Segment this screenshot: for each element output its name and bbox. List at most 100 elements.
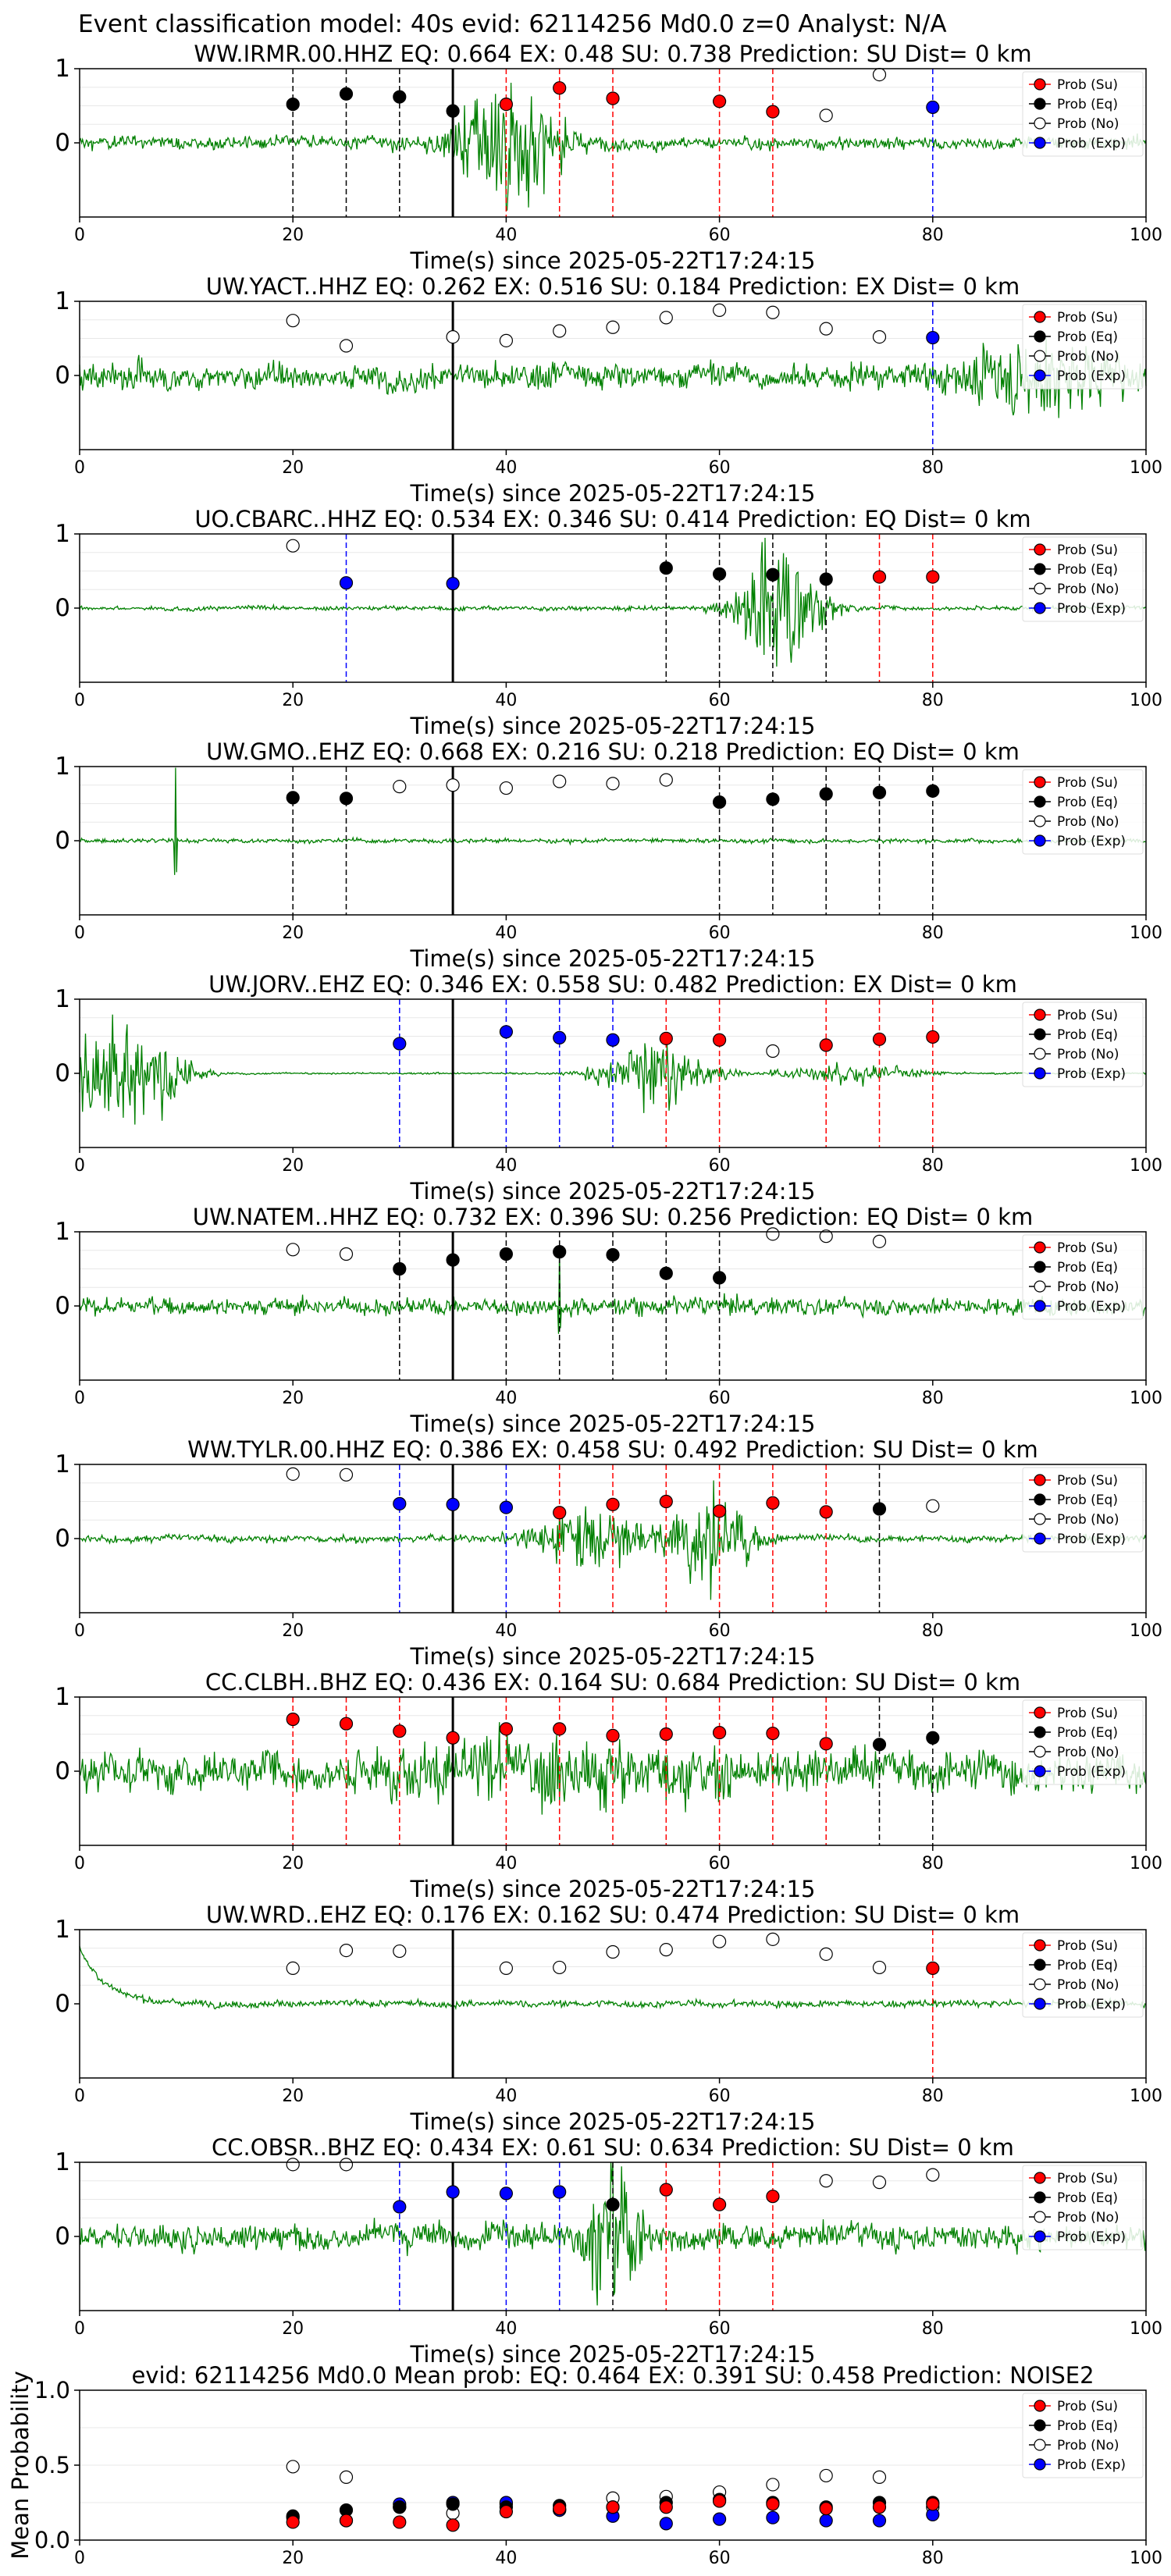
x-tick-label: 40 — [495, 1621, 517, 1641]
legend-label-no: Prob (No) — [1057, 2438, 1119, 2453]
prob-point-exp — [393, 1496, 407, 1510]
y-tick-label: 1 — [55, 520, 70, 548]
x-tick-label: 60 — [709, 2319, 731, 2339]
x-tick-label: 0 — [74, 691, 85, 710]
prob-point-no — [712, 303, 727, 317]
legend-box — [1022, 71, 1144, 157]
legend-marker-exp — [1034, 1998, 1046, 2010]
prob-point-no — [819, 1947, 833, 1961]
panel-11: evid: 62114256 Md0.0 Mean prob: EQ: 0.46… — [7, 2362, 1162, 2568]
legend-marker-no — [1034, 2211, 1046, 2223]
legend-label-su: Prob (Su) — [1057, 310, 1118, 326]
prob-point-no — [659, 1943, 673, 1957]
prob-point-eq — [499, 1247, 514, 1261]
prob-point-no — [499, 1961, 514, 1975]
mean-prob-point-eq — [446, 2497, 460, 2511]
y-tick-label: 1 — [55, 753, 70, 781]
prob-point-exp — [446, 577, 460, 591]
mean-prob-point-exp — [872, 2514, 887, 2528]
legend-box — [1022, 2165, 1144, 2250]
prob-point-eq — [339, 87, 354, 101]
legend-box — [1022, 1234, 1144, 1320]
prob-point-su — [819, 1737, 833, 1751]
prob-point-no — [926, 1499, 940, 1513]
y-tick-label: 1 — [55, 2148, 70, 2176]
legend-marker-eq — [1034, 1726, 1046, 1738]
legend-label-su: Prob (Su) — [1057, 77, 1118, 93]
legend-label-eq: Prob (Eq) — [1057, 1958, 1118, 1973]
x-tick-label: 80 — [922, 1389, 944, 1408]
mean-prob-point-no — [286, 2460, 300, 2474]
x-axis-label: Time(s) since 2025-05-22T17:24:15 — [410, 480, 816, 507]
legend-label-su: Prob (Su) — [1057, 543, 1118, 558]
legend-box — [1022, 1932, 1144, 2018]
legend: Prob (Su) Prob (Eq) Prob (No) Prob (Exp) — [1022, 1002, 1144, 1087]
prob-point-no — [553, 1960, 567, 1975]
prob-point-no — [606, 320, 620, 334]
x-tick-label: 80 — [922, 1156, 944, 1176]
panel-title: UW.WRD..EHZ EQ: 0.176 EX: 0.162 SU: 0.47… — [206, 1902, 1020, 1928]
prob-point-eq — [872, 785, 887, 799]
prob-point-su — [926, 1030, 940, 1044]
x-axis-label: Time(s) since 2025-05-22T17:24:15 — [410, 2108, 816, 2135]
x-tick-label: 80 — [922, 226, 944, 245]
x-tick-label: 20 — [282, 2087, 304, 2106]
legend-label-exp: Prob (Exp) — [1057, 1764, 1126, 1780]
legend: Prob (Su) Prob (Eq) Prob (No) Prob (Exp) — [1022, 1699, 1144, 1785]
panel-title: UW.JORV..EHZ EQ: 0.346 EX: 0.558 SU: 0.4… — [208, 971, 1017, 998]
prob-point-su — [553, 1506, 567, 1520]
legend-marker-no — [1034, 350, 1046, 362]
prob-point-su — [659, 2183, 673, 2197]
prob-point-exp — [499, 1025, 514, 1039]
figure-title: Event classification model: 40s evid: 62… — [78, 10, 947, 38]
x-tick-label: 100 — [1130, 923, 1162, 943]
legend-marker-eq — [1034, 2191, 1046, 2204]
x-tick-label: 20 — [282, 1389, 304, 1408]
y-tick-label: 0 — [55, 827, 70, 855]
legend-marker-su — [1034, 1474, 1046, 1486]
prob-point-su — [606, 91, 620, 105]
prob-point-su — [659, 1494, 673, 1509]
mean-prob-point-no — [339, 2470, 354, 2484]
panel-title: UW.YACT..HHZ EQ: 0.262 EX: 0.516 SU: 0.1… — [206, 273, 1020, 300]
prob-point-eq — [286, 98, 300, 112]
x-tick-label: 100 — [1130, 1156, 1162, 1176]
prob-point-eq — [659, 1266, 673, 1280]
legend-label-su: Prob (Su) — [1057, 2171, 1118, 2186]
prob-point-no — [286, 314, 300, 328]
legend: Prob (Su) Prob (Eq) Prob (No) Prob (Exp) — [1022, 536, 1144, 622]
x-tick-label: 60 — [709, 1854, 731, 1873]
legend-label-su: Prob (Su) — [1057, 775, 1118, 791]
prob-point-no — [606, 777, 620, 791]
legend-marker-su — [1034, 2400, 1046, 2412]
mean-prob-point-exp — [819, 2514, 833, 2528]
mean-prob-point-su — [553, 2502, 567, 2516]
y-tick-label: 0 — [55, 1525, 70, 1553]
y-tick-label: 0.5 — [34, 2452, 70, 2478]
x-tick-label: 0 — [74, 923, 85, 943]
legend-label-eq: Prob (Eq) — [1057, 1493, 1118, 1508]
x-tick-label: 100 — [1130, 1854, 1162, 1873]
legend-label-eq: Prob (Eq) — [1057, 2418, 1118, 2434]
prob-point-no — [286, 1961, 300, 1975]
legend-marker-eq — [1034, 2419, 1046, 2432]
legend-label-eq: Prob (Eq) — [1057, 329, 1118, 345]
prob-point-no — [819, 2174, 833, 2188]
legend-label-exp: Prob (Exp) — [1057, 834, 1126, 849]
x-tick-label: 100 — [1130, 1389, 1162, 1408]
x-tick-label: 80 — [922, 2549, 944, 2568]
y-tick-label: 0 — [55, 1757, 70, 1785]
x-tick-label: 20 — [282, 1854, 304, 1873]
x-tick-label: 40 — [495, 2319, 517, 2339]
legend-label-no: Prob (No) — [1057, 814, 1119, 830]
legend-marker-eq — [1034, 1028, 1046, 1041]
legend-label-exp: Prob (Exp) — [1057, 136, 1126, 151]
prob-point-eq — [926, 784, 940, 798]
x-axis-label: Time(s) since 2025-05-22T17:24:15 — [410, 2341, 816, 2368]
prob-point-su — [553, 81, 567, 95]
prob-point-eq — [339, 792, 354, 806]
x-axis-label: Time(s) since 2025-05-22T17:24:15 — [410, 713, 816, 739]
y-tick-label: 1 — [55, 1683, 70, 1711]
prob-point-no — [393, 1944, 407, 1959]
legend-marker-eq — [1034, 1493, 1046, 1506]
